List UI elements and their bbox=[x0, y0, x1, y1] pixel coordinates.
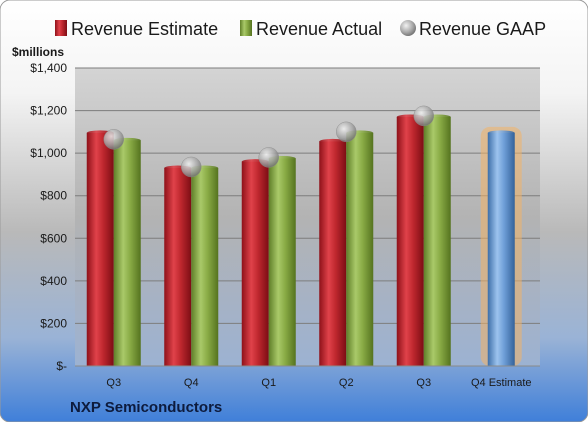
gaap-marker bbox=[181, 156, 202, 178]
company-name: NXP Semiconductors bbox=[70, 399, 222, 416]
bars bbox=[86, 114, 522, 367]
x-tick-label: Q3 bbox=[106, 377, 121, 389]
bar-revenue-actual bbox=[423, 116, 451, 366]
plot-area bbox=[75, 68, 540, 366]
bar-revenue-actual bbox=[268, 158, 296, 366]
legend-gaap-label: Revenue GAAP bbox=[419, 19, 546, 39]
gaap-marker bbox=[103, 129, 124, 150]
y-tick-label: $1,200 bbox=[30, 104, 67, 118]
bar-revenue-actual bbox=[191, 168, 219, 366]
gaap-marker bbox=[336, 121, 357, 143]
y-tick-label: $400 bbox=[40, 274, 67, 288]
bar-revenue-forecast bbox=[487, 132, 515, 366]
legend-item-estimate: Revenue Estimate bbox=[55, 19, 218, 39]
y-tick-label: $1,000 bbox=[30, 146, 67, 160]
legend-actual-swatch bbox=[240, 20, 252, 36]
x-tick-label: Q1 bbox=[261, 377, 276, 389]
bar-revenue-forecast-cap bbox=[487, 130, 515, 136]
y-tick-label: $800 bbox=[40, 189, 67, 203]
x-tick-label: Q4 Estimate bbox=[471, 377, 532, 389]
gridlines bbox=[75, 67, 540, 324]
y-tick-label: $600 bbox=[40, 231, 67, 245]
bar-revenue-estimate bbox=[86, 132, 114, 366]
bar-revenue-estimate bbox=[396, 116, 424, 366]
legend-actual-label: Revenue Actual bbox=[256, 19, 382, 39]
bar-revenue-actual bbox=[346, 132, 374, 366]
legend-estimate-swatch bbox=[55, 20, 67, 36]
x-tick-label: Q3 bbox=[416, 377, 431, 389]
legend-estimate-label: Revenue Estimate bbox=[71, 19, 218, 39]
legend-item-gaap: Revenue GAAP bbox=[400, 19, 546, 39]
x-tick-label: Q2 bbox=[339, 377, 354, 389]
x-axis-ticks: Q3 Q4 Q1 Q2 Q3 Q4 Estimate bbox=[106, 377, 531, 389]
bar-revenue-estimate-cap bbox=[319, 138, 347, 144]
bar-revenue-estimate bbox=[164, 168, 192, 366]
gaap-marker bbox=[413, 105, 434, 127]
legend-item-actual: Revenue Actual bbox=[240, 19, 382, 39]
y-tick-label: $1,400 bbox=[30, 61, 67, 75]
legend: Revenue Estimate Revenue Actual Revenue … bbox=[55, 19, 546, 39]
legend-gaap-marker bbox=[400, 20, 416, 36]
x-tick-label: Q4 bbox=[184, 377, 199, 389]
bar-revenue-actual bbox=[113, 140, 141, 366]
bar-revenue-estimate bbox=[319, 141, 347, 366]
y-axis-ticks: $- $200 $400 $600 $800 $1,000 $1,200 $1,400 bbox=[30, 61, 67, 373]
y-tick-label: $200 bbox=[40, 316, 67, 330]
bar-revenue-estimate bbox=[241, 161, 269, 366]
unit-label: $millions bbox=[12, 45, 64, 59]
y-tick-label: $- bbox=[56, 359, 67, 373]
gaap-markers bbox=[103, 105, 434, 178]
gaap-marker bbox=[258, 147, 279, 168]
